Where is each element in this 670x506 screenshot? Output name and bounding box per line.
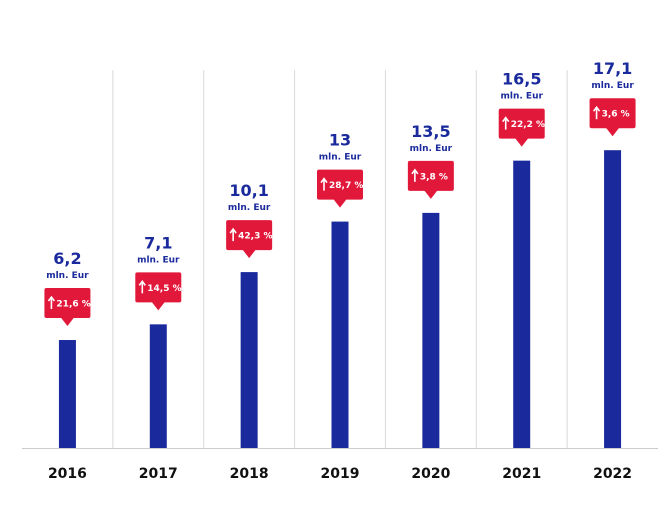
bar-2020 — [422, 212, 440, 448]
growth-badge — [407, 160, 454, 191]
growth-badge — [226, 220, 273, 251]
value-unit: mln. Eur — [137, 255, 180, 265]
growth-label: 14,5 % — [147, 284, 181, 294]
badge-pointer — [333, 198, 347, 208]
x-tick-label: 2018 — [230, 466, 269, 482]
value-label: 17,1 — [593, 59, 632, 78]
growth-badge — [498, 108, 545, 139]
value-label: 10,1 — [229, 181, 268, 200]
x-tick-label: 2017 — [139, 466, 178, 482]
badge-pointer — [242, 249, 257, 259]
up-arrow-head — [502, 116, 510, 123]
badge-pointer — [60, 317, 75, 327]
growth-label: 3,6 % — [602, 110, 630, 120]
value-label: 7,1 — [144, 233, 172, 252]
growth-badge — [589, 98, 636, 129]
growth-badge — [317, 169, 363, 200]
badge-pointer — [605, 127, 620, 137]
growth-label: 21,6 % — [56, 300, 90, 310]
growth-badge — [44, 288, 91, 319]
value-label: 16,5 — [502, 70, 541, 89]
growth-label: 3,8 % — [420, 172, 448, 182]
up-arrow-head — [411, 168, 419, 175]
value-label: 13 — [329, 131, 351, 150]
bar-2018 — [240, 272, 258, 448]
up-arrow-head — [47, 295, 56, 302]
growth-label: 42,3 % — [238, 232, 272, 242]
bar-2022 — [604, 150, 622, 448]
value-unit: mln. Eur — [501, 92, 544, 102]
value-unit: mln. Eur — [228, 203, 271, 213]
x-tick-label: 2019 — [321, 466, 360, 482]
value-unit: mln. Eur — [410, 144, 453, 154]
growth-label: 22,2 % — [511, 120, 545, 130]
bar-2016 — [58, 340, 76, 448]
value-unit: mln. Eur — [591, 81, 634, 91]
value-label: 13,5 — [411, 122, 450, 141]
bar-2021 — [513, 160, 531, 448]
bar-2017 — [149, 324, 167, 448]
up-arrow-head — [229, 227, 237, 234]
value-label: 6,2 — [53, 249, 81, 268]
bar-2019 — [331, 221, 349, 448]
value-unit: mln. Eur — [46, 271, 89, 281]
growth-badge — [135, 272, 182, 303]
x-tick-label: 2021 — [502, 466, 541, 482]
growth-label: 28,7 % — [329, 181, 363, 191]
value-unit: mln. Eur — [319, 153, 362, 163]
x-tick-label: 2022 — [593, 466, 632, 482]
badge-pointer — [151, 301, 166, 311]
x-tick-label: 2016 — [48, 466, 87, 482]
up-arrow-head — [138, 280, 146, 286]
badge-pointer — [423, 189, 438, 199]
up-arrow-head — [592, 105, 601, 112]
up-arrow-head — [320, 177, 328, 184]
x-tick-label: 2020 — [411, 466, 450, 482]
badge-pointer — [514, 137, 529, 147]
